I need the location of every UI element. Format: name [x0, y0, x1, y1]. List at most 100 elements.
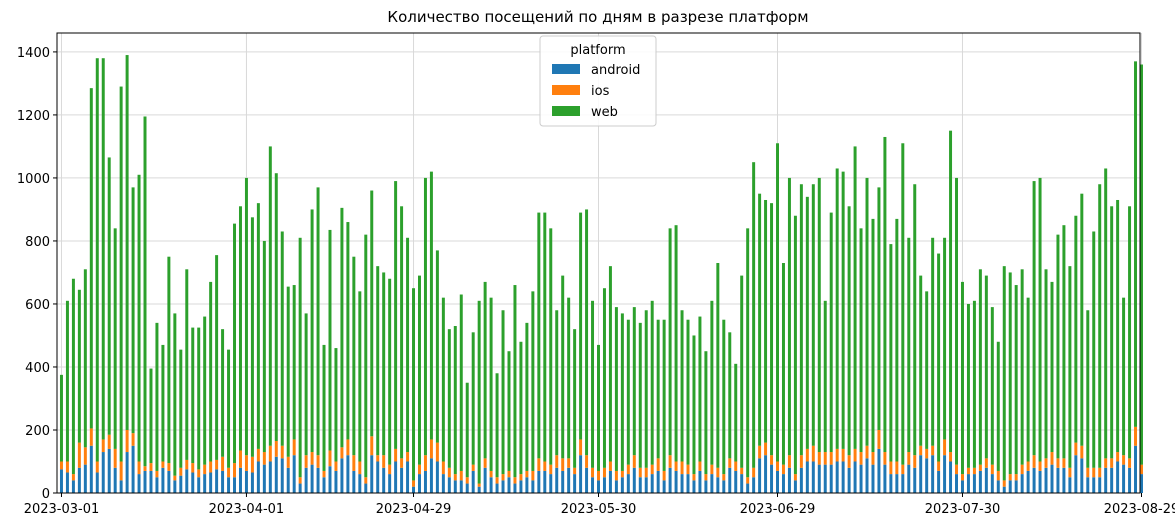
- bar-web: [555, 310, 559, 456]
- bar-android: [489, 477, 493, 493]
- bar-web: [692, 335, 696, 475]
- bar-web: [137, 174, 141, 462]
- bar-ios: [728, 458, 732, 468]
- bar-web: [668, 228, 672, 456]
- bar-web: [453, 326, 457, 475]
- bar-web: [59, 374, 63, 462]
- bar-ios: [913, 455, 917, 468]
- bar-ios: [1098, 467, 1102, 478]
- bar-web: [155, 322, 159, 471]
- bar-android: [1122, 464, 1126, 493]
- bar-ios: [1086, 467, 1090, 478]
- bar-ios: [95, 461, 99, 473]
- bar-web: [179, 349, 183, 468]
- bar-android: [83, 464, 87, 493]
- bar-android: [89, 445, 93, 493]
- bar-android: [770, 464, 774, 493]
- bar-ios: [901, 464, 905, 475]
- bar-ios: [1032, 455, 1036, 468]
- bar-android: [250, 472, 254, 493]
- bar-ios: [316, 455, 320, 468]
- bar-android: [256, 461, 260, 493]
- bar-web: [161, 344, 165, 462]
- bar-android: [459, 480, 463, 493]
- bar-android: [1086, 477, 1090, 493]
- bar-ios: [495, 477, 499, 484]
- bar-ios: [579, 439, 583, 456]
- bar-android: [292, 455, 296, 493]
- bar-web: [835, 168, 839, 449]
- bar-android: [931, 455, 935, 493]
- bar-android: [95, 472, 99, 493]
- bar-android: [304, 467, 308, 493]
- bar-android: [125, 452, 129, 493]
- y-tick-label: 600: [25, 298, 50, 313]
- bar-web: [591, 300, 595, 468]
- bar-web: [1092, 231, 1096, 468]
- bar-ios: [334, 461, 338, 471]
- bar-ios: [71, 474, 75, 481]
- bar-android: [406, 461, 410, 493]
- bar-ios: [597, 470, 600, 481]
- bar-web: [113, 228, 117, 449]
- bar-web: [1080, 193, 1084, 446]
- bar-android: [227, 477, 231, 493]
- bar-android: [1026, 470, 1030, 493]
- bar-web: [167, 256, 171, 464]
- bar-android: [955, 474, 958, 493]
- bar-ios: [871, 452, 875, 465]
- bar-ios: [322, 470, 326, 478]
- bar-ios: [1038, 461, 1042, 471]
- bar-ios: [238, 450, 242, 468]
- bar-web: [1068, 266, 1072, 468]
- bar-web: [573, 329, 577, 468]
- bar-web: [746, 228, 750, 478]
- bar-ios: [1020, 464, 1024, 475]
- bar-android: [1080, 458, 1084, 493]
- bar-android: [847, 467, 851, 493]
- bar-web: [1002, 266, 1006, 481]
- bar-web: [191, 327, 195, 464]
- bar-web: [131, 187, 135, 434]
- bar-web: [418, 275, 421, 465]
- bar-ios: [608, 461, 612, 471]
- bar-android: [865, 458, 869, 493]
- bar-ios: [692, 474, 696, 481]
- bar-ios: [740, 467, 744, 475]
- bar-web: [644, 310, 648, 468]
- bar-ios: [972, 467, 976, 475]
- bar-ios: [710, 464, 714, 475]
- legend-label-ios: ios: [591, 84, 610, 99]
- bar-web: [620, 313, 624, 471]
- bar-web: [143, 116, 147, 467]
- bar-android: [966, 474, 970, 493]
- bar-web: [173, 313, 177, 476]
- bar-web: [1128, 206, 1132, 459]
- bar-web: [268, 146, 272, 446]
- bar-android: [907, 464, 911, 493]
- bar-android: [614, 480, 618, 493]
- bar-android: [537, 470, 541, 493]
- bar-web: [1056, 234, 1060, 459]
- bar-ios: [131, 433, 135, 446]
- bar-android: [919, 455, 923, 493]
- bar-android: [925, 458, 929, 493]
- bar-ios: [501, 474, 505, 481]
- bar-web: [101, 58, 105, 440]
- bar-ios: [125, 429, 129, 453]
- bar-web: [149, 368, 153, 464]
- bar-ios: [978, 464, 982, 471]
- bar-android: [149, 470, 153, 493]
- y-tick-label: 1400: [17, 46, 50, 61]
- bar-web: [728, 332, 732, 459]
- bar-ios: [1092, 467, 1096, 478]
- bar-android: [1116, 461, 1120, 493]
- legend-label-web: web: [591, 105, 618, 120]
- bar-android: [352, 470, 356, 493]
- bar-ios: [662, 470, 666, 481]
- bar-ios: [811, 445, 815, 462]
- bar-android: [507, 477, 511, 493]
- bar-android: [155, 477, 159, 493]
- bar-web: [465, 382, 469, 478]
- bar-android: [429, 458, 433, 493]
